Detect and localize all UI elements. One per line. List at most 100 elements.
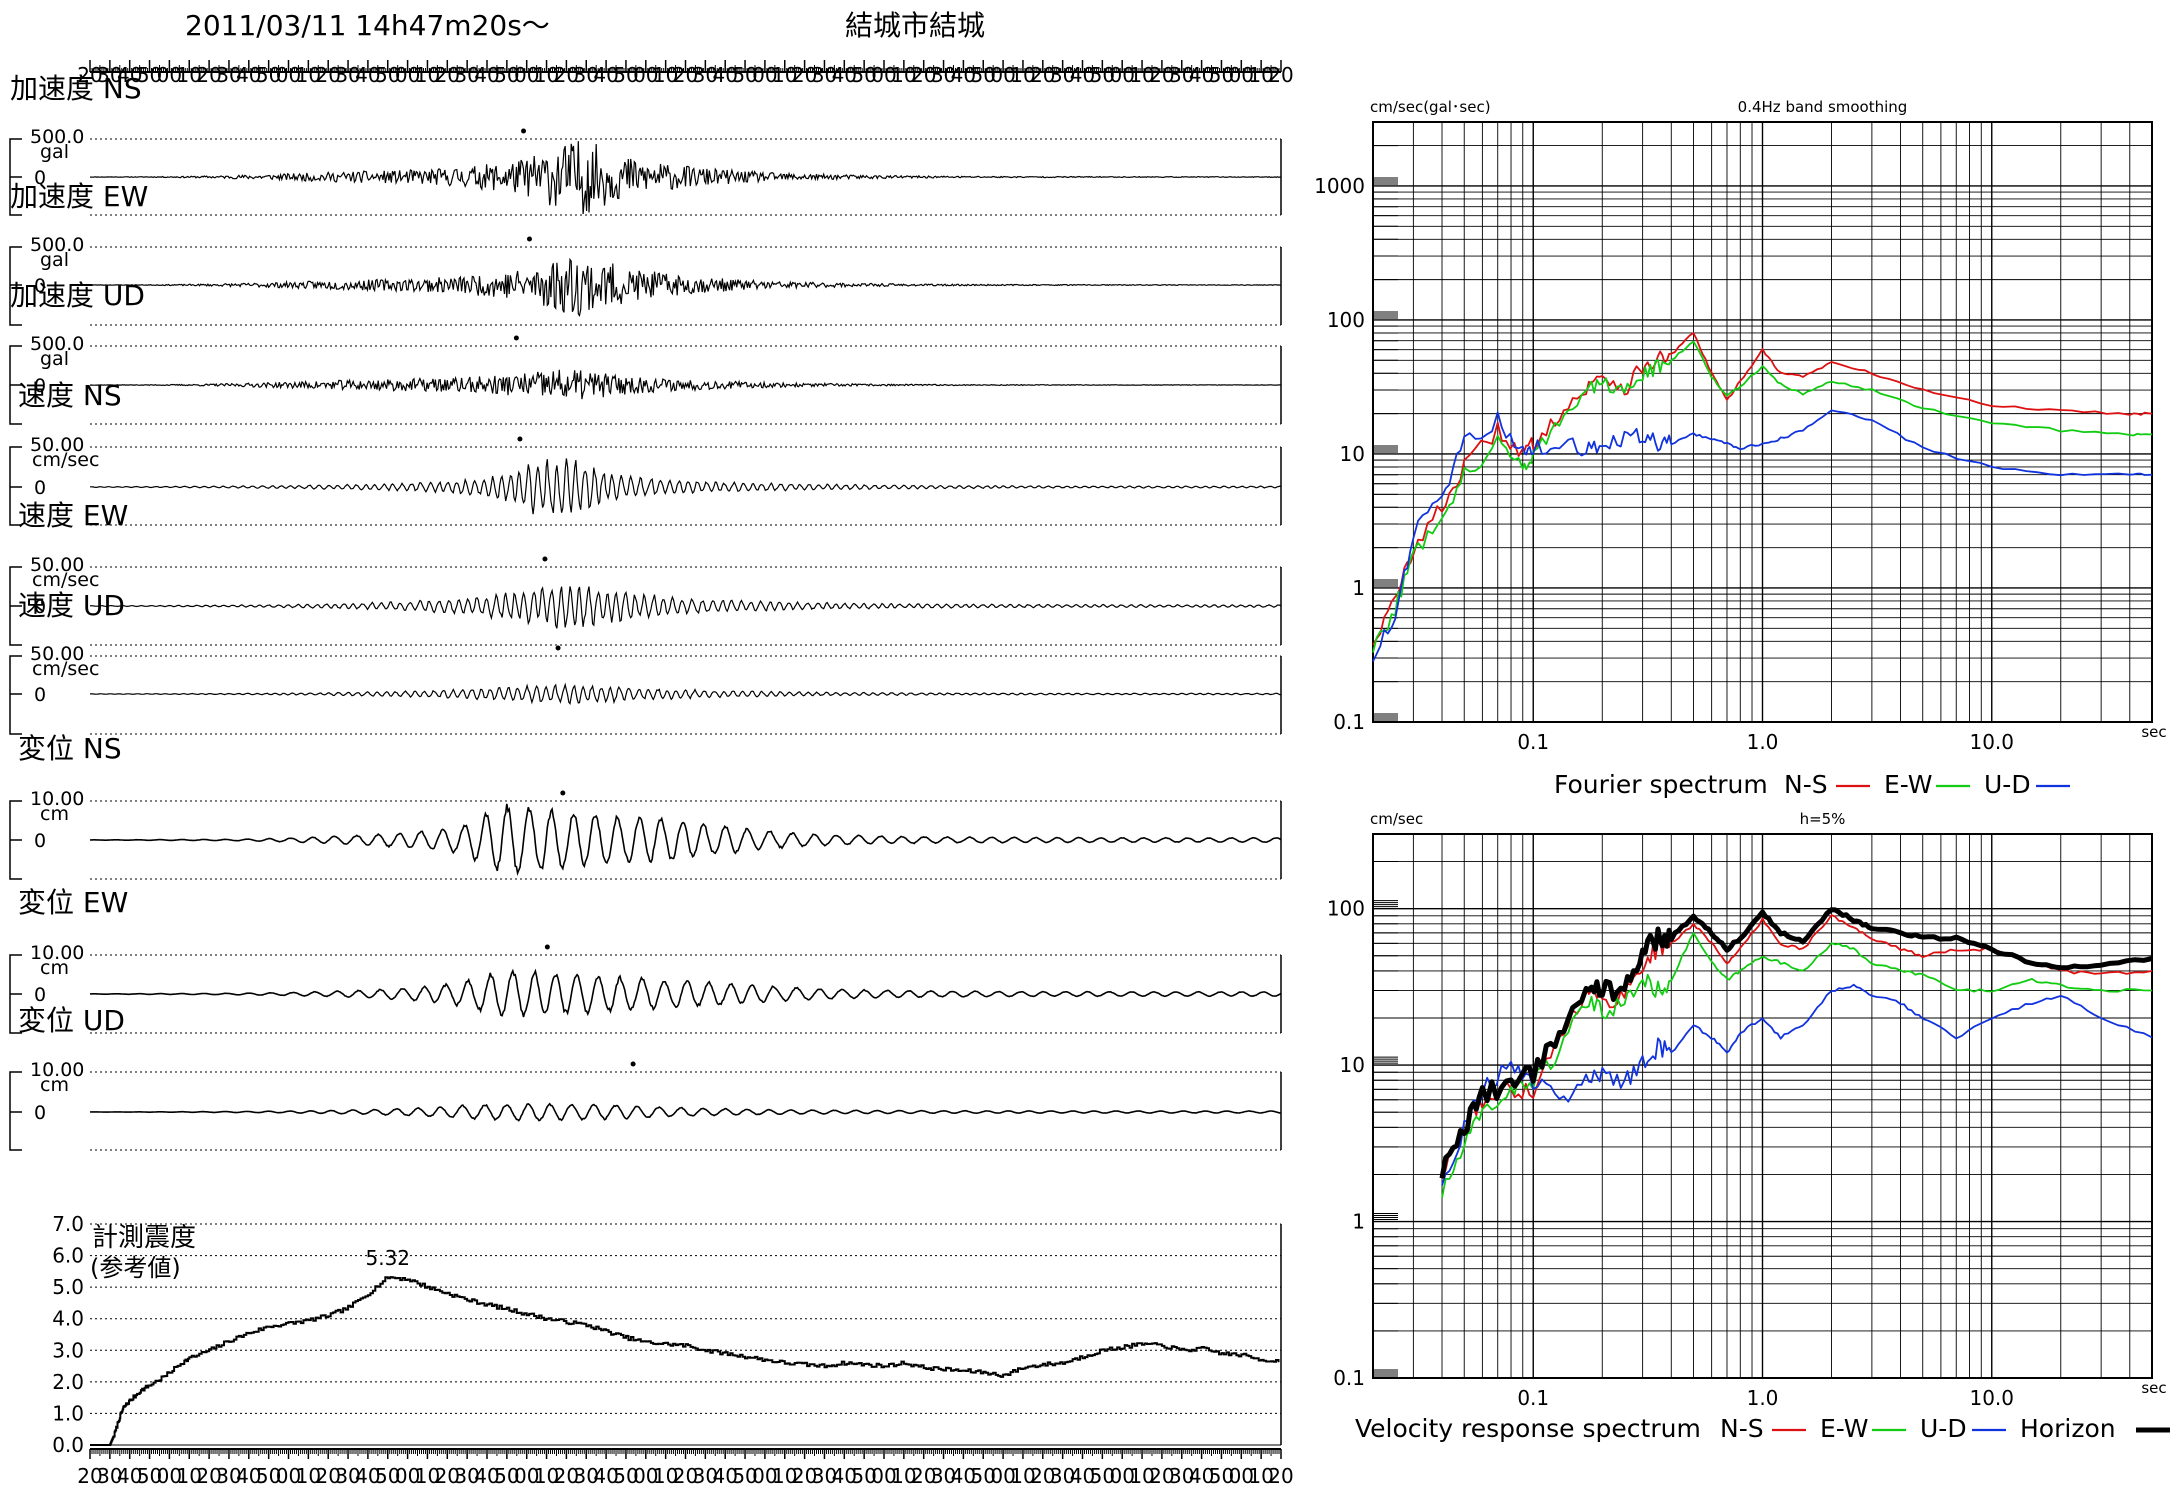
waveform-title: 変位 UD [18, 1004, 125, 1037]
intensity-x-tick-label: 50 [256, 1464, 281, 1488]
intensity-x-tick-label: 00 [633, 1464, 658, 1488]
time-axis-tick-label: 30 [693, 63, 718, 87]
waveform-title: 加速度 EW [10, 180, 148, 213]
waveform-trace [90, 458, 1282, 515]
time-axis-tick-label: 20 [554, 63, 579, 87]
spectrum-x-tick-label: 0.1 [1517, 730, 1549, 754]
intensity-y-tick-label: 5.0 [52, 1275, 84, 1299]
time-axis-tick-label: 40 [117, 63, 142, 87]
time-axis-tick-label: 10 [1129, 63, 1154, 87]
intensity-y-tick-label: 7.0 [52, 1212, 84, 1236]
waveform-title: 速度 EW [18, 499, 128, 532]
time-axis-tick-label: 50 [1209, 63, 1234, 87]
station-name: 結城市結城 [845, 9, 985, 42]
intensity-x-tick-label: 10 [891, 1464, 916, 1488]
intensity-x-tick-label: 30 [216, 1464, 241, 1488]
time-axis-tick-label: 10 [772, 63, 797, 87]
waveform-unit-label: cm [40, 803, 69, 825]
waveform-peak-marker [544, 944, 550, 950]
spectrum-x-tick-label: 0.1 [1517, 1386, 1549, 1410]
time-axis-tick-label: 50 [1090, 63, 1115, 87]
intensity-x-tick-label: 30 [1050, 1464, 1075, 1488]
intensity-x-tick-label: 50 [375, 1464, 400, 1488]
waveform-title: 変位 EW [18, 886, 128, 919]
time-axis-tick-label: 00 [395, 63, 420, 87]
intensity-x-tick-label: 50 [1209, 1464, 1234, 1488]
time-axis-tick-label: 40 [951, 63, 976, 87]
time-axis-tick-label: 40 [1189, 63, 1214, 87]
intensity-x-tick-label: 30 [931, 1464, 956, 1488]
intensity-x-tick-label: 20 [911, 1464, 936, 1488]
intensity-trace [90, 1276, 1280, 1446]
intensity-x-tick-label: 40 [951, 1464, 976, 1488]
time-axis-tick-label: 50 [256, 63, 281, 87]
time-axis-tick-label: 30 [1050, 63, 1075, 87]
intensity-x-tick-label: 10 [296, 1464, 321, 1488]
waveform-bracket [9, 138, 22, 216]
waveform-bracket [9, 954, 22, 1034]
intensity-x-tick-label: 40 [593, 1464, 618, 1488]
waveform-zero-label: 0 [34, 684, 46, 706]
fourier-spectrum-panel: 0.1 1 10 100 1000 0.1 1.0 10.0 sec cm/sec(gal･sec… [1314, 98, 2167, 799]
waveform-trace [90, 141, 1282, 215]
waveform-unit-label: cm/sec [32, 658, 99, 680]
intensity-x-tick-label: 50 [971, 1464, 996, 1488]
intensity-x-tick-label: 30 [335, 1464, 360, 1488]
spectrum-y-tick-label: 0.1 [1333, 1366, 1365, 1390]
intensity-x-tick-label: 20 [77, 1464, 102, 1488]
time-axis-tick-label: 30 [812, 63, 837, 87]
spectrum-x-tick-label: 1.0 [1747, 730, 1779, 754]
waveform-peak-marker [542, 556, 548, 562]
spectrum-y-tick-label: 1 [1352, 576, 1365, 600]
time-axis-tick-label: 40 [832, 63, 857, 87]
record-datetime: 2011/03/11 14h47m20s～ [185, 9, 550, 42]
time-axis-tick-label: 20 [315, 63, 340, 87]
spectrum-top-label: h=5% [1800, 810, 1846, 828]
intensity-x-tick-label: 30 [574, 1464, 599, 1488]
spectrum-unit-label: cm/sec(gal･sec) [1370, 98, 1491, 116]
waveform-zero-label: 0 [34, 830, 46, 852]
time-axis-tick-label: 10 [415, 63, 440, 87]
time-axis-tick-label: 40 [593, 63, 618, 87]
intensity-x-tick-label: 20 [1030, 1464, 1055, 1488]
intensity-x-tick-label: 00 [1229, 1464, 1254, 1488]
intensity-x-tick-label: 20 [435, 1464, 460, 1488]
intensity-x-tick-label: 10 [177, 1464, 202, 1488]
waveform-unit-label: gal [40, 141, 69, 163]
waveform-scale-label: 500.0 [30, 333, 84, 355]
waveform-bracket [9, 655, 22, 735]
time-axis-tick-label: 50 [732, 63, 757, 87]
waveform-zero-label: 0 [34, 984, 46, 1006]
intensity-x-tick-label: 20 [792, 1464, 817, 1488]
intensity-x-tick-label: 10 [534, 1464, 559, 1488]
waveform-bracket [9, 566, 22, 646]
time-axis-tick-label: 40 [236, 63, 261, 87]
waveform-peak-marker [521, 128, 527, 134]
time-axis-tick-label: 00 [276, 63, 301, 87]
time-axis-tick-label: 00 [633, 63, 658, 87]
waveform-scale-label: 10.00 [30, 942, 84, 964]
intensity-x-tick-label: 20 [196, 1464, 221, 1488]
spectrum-x-tick-label: 10.0 [1969, 1386, 2014, 1410]
intensity-x-tick-label: 20 [1149, 1464, 1174, 1488]
waveform-scale-label: 50.00 [30, 554, 84, 576]
intensity-y-tick-label: 3.0 [52, 1338, 84, 1362]
time-axis-tick-label: 00 [1229, 63, 1254, 87]
time-axis-tick-label: 40 [712, 63, 737, 87]
time-axis-tick-label: 20 [792, 63, 817, 87]
time-axis-tick-label: 30 [216, 63, 241, 87]
waveform-title: 速度 NS [18, 379, 122, 412]
time-axis-tick-label: 10 [1248, 63, 1273, 87]
spectrum-legend-label: U-D [1984, 770, 2031, 799]
spectrum-x-tick-label: 10.0 [1969, 730, 2014, 754]
spectrum-series-ud [1372, 409, 2153, 662]
intensity-x-tick-label: 20 [315, 1464, 340, 1488]
time-axis-tick-label: 40 [1070, 63, 1095, 87]
waveform-unit-label: cm [40, 1074, 69, 1096]
waveform-zero-label: 0 [34, 596, 46, 618]
velocity-response-panel: 0.1 1 10 100 0.1 1.0 10.0 sec cm/sec h=5% Velocity… [1327, 810, 2170, 1443]
